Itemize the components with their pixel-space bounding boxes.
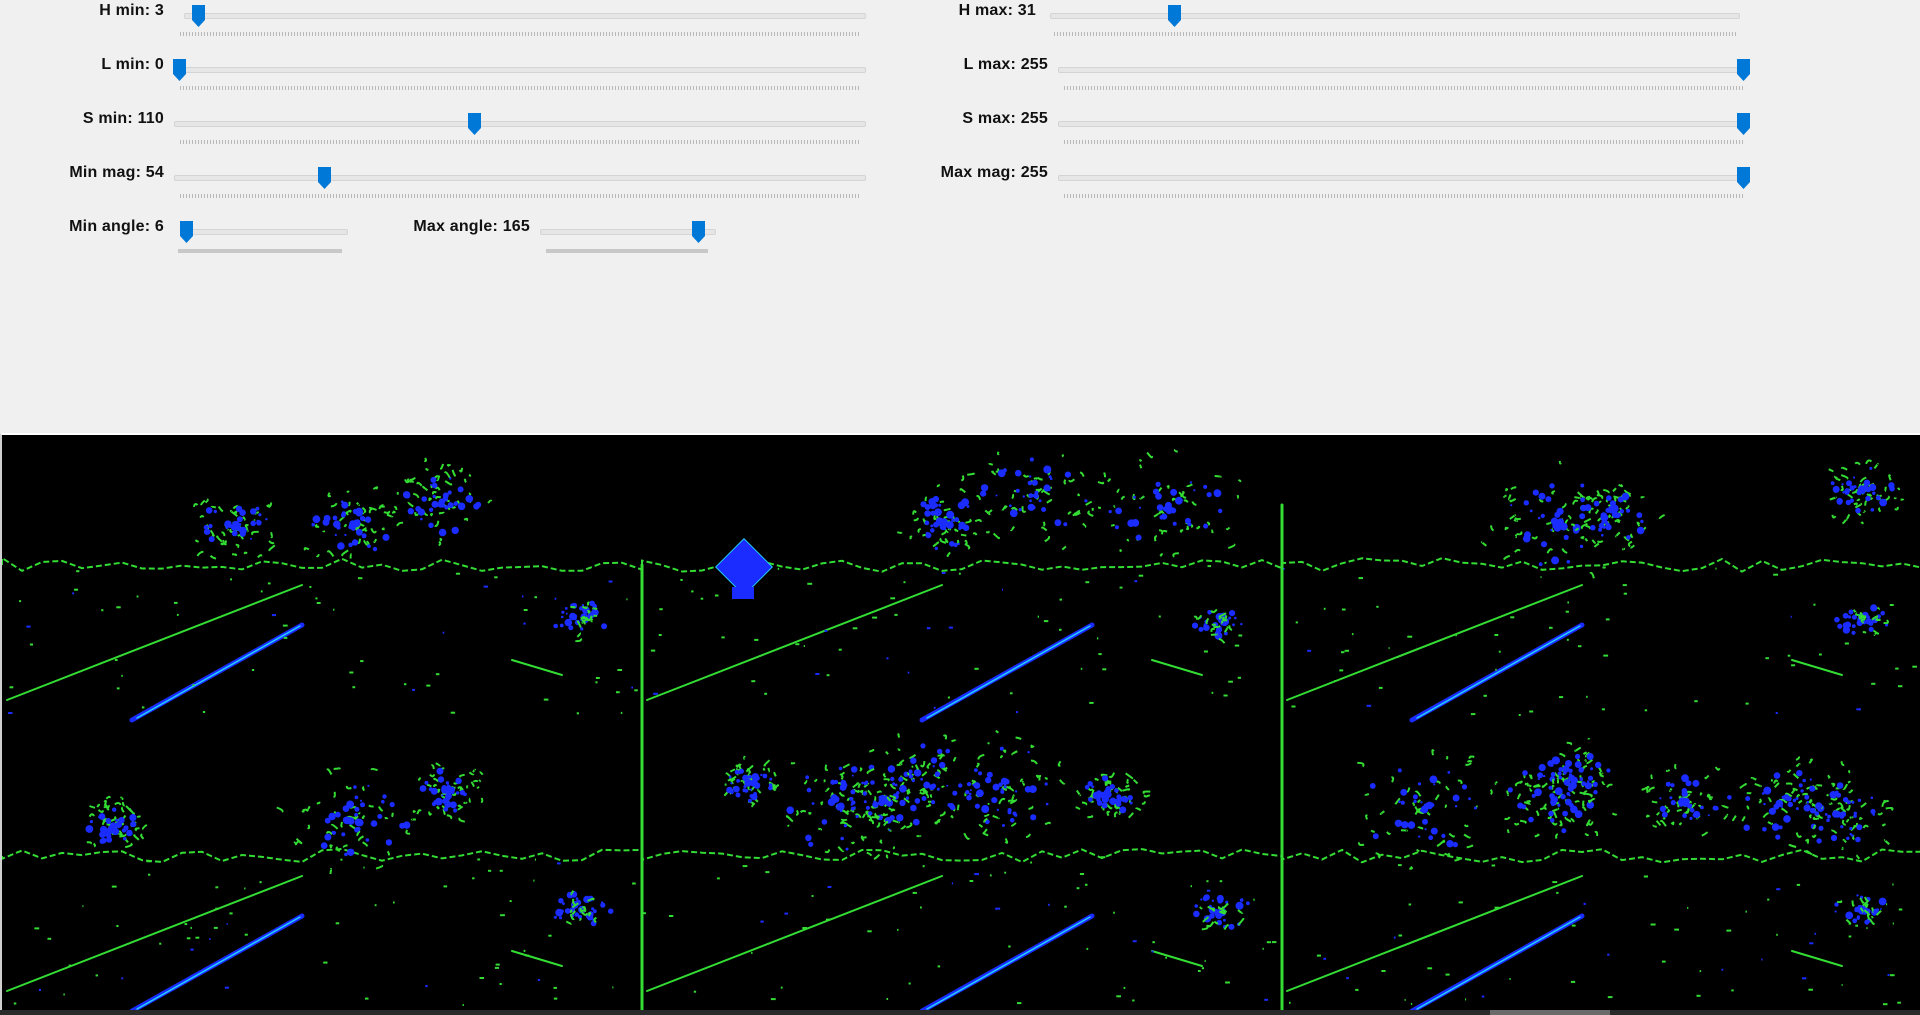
slider-min-angle-label: Min angle: 6 [69, 218, 164, 235]
slider-min-mag[interactable]: Min mag: 54 [0, 162, 880, 202]
slider-thumb[interactable] [1167, 5, 1181, 27]
trackbar-panel: H min: 3 H max: 31 L min: 0 L max: 255 S… [0, 0, 1920, 433]
slider-ticks [180, 32, 860, 36]
slider-l-max-label: L max: 255 [963, 56, 1048, 73]
slider-s-min[interactable]: S min: 110 [0, 108, 880, 148]
slider-h-max-label: H max: 31 [958, 2, 1036, 19]
binary-mask-image-grid [0, 433, 1920, 1015]
slider-track[interactable] [1058, 175, 1750, 181]
slider-l-min-label: L min: 0 [101, 56, 164, 73]
image-grid-icon [2, 448, 1920, 1015]
slider-thumb[interactable] [179, 221, 193, 243]
slider-h-min-label: H min: 3 [99, 2, 164, 19]
slider-thumb[interactable] [1737, 167, 1750, 189]
slider-thumb[interactable] [692, 221, 706, 243]
slider-max-mag[interactable]: Max mag: 255 [0, 162, 1760, 202]
slider-min-mag-label: Min mag: 54 [69, 164, 164, 181]
slider-h-min[interactable]: H min: 3 [0, 0, 880, 40]
scrollbar-thumb[interactable] [1490, 1010, 1610, 1015]
slider-ticks [546, 249, 708, 253]
slider-track[interactable] [1050, 13, 1740, 19]
slider-max-mag-label: Max mag: 255 [940, 164, 1048, 181]
slider-ticks [1064, 86, 1744, 90]
slider-thumb[interactable] [317, 167, 331, 189]
slider-track[interactable] [1058, 121, 1750, 127]
slider-track[interactable] [540, 229, 716, 235]
slider-thumb[interactable] [1737, 113, 1750, 135]
horizontal-scrollbar[interactable] [0, 1010, 1920, 1015]
slider-ticks [178, 249, 342, 253]
slider-s-max-label: S max: 255 [962, 110, 1048, 127]
slider-track[interactable] [174, 121, 866, 127]
slider-max-angle-label: Max angle: 165 [413, 218, 530, 235]
slider-ticks [1064, 140, 1744, 144]
slider-thumb[interactable] [468, 113, 482, 135]
slider-ticks [1054, 32, 1738, 36]
slider-thumb[interactable] [191, 5, 205, 27]
slider-min-angle[interactable]: Min angle: 6 [0, 216, 360, 256]
slider-thumb[interactable] [173, 59, 186, 81]
slider-s-min-label: S min: 110 [82, 110, 164, 127]
slider-thumb[interactable] [1737, 59, 1750, 81]
slider-ticks [180, 140, 860, 144]
slider-max-angle[interactable]: Max angle: 165 [0, 216, 720, 256]
slider-ticks [1064, 194, 1744, 198]
slider-track[interactable] [174, 175, 866, 181]
slider-l-max[interactable]: L max: 255 [0, 54, 1760, 94]
slider-s-max[interactable]: S max: 255 [0, 108, 1760, 148]
slider-ticks [180, 194, 860, 198]
slider-h-max[interactable]: H max: 31 [0, 0, 1760, 40]
slider-track[interactable] [1058, 67, 1750, 73]
slider-track[interactable] [184, 13, 866, 19]
slider-l-min[interactable]: L min: 0 [0, 54, 880, 94]
slider-ticks [180, 86, 860, 90]
